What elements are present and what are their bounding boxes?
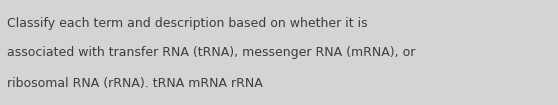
Text: Classify each term and description based on whether it is: Classify each term and description based… bbox=[7, 17, 368, 30]
Text: associated with transfer RNA (tRNA), messenger RNA (mRNA), or: associated with transfer RNA (tRNA), mes… bbox=[7, 46, 416, 59]
Text: ribosomal RNA (rRNA). tRNA mRNA rRNA: ribosomal RNA (rRNA). tRNA mRNA rRNA bbox=[7, 77, 263, 91]
